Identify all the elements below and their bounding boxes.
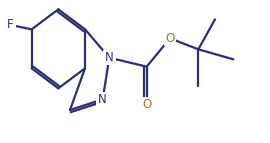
Text: N: N [104,51,114,64]
Text: F: F [7,18,15,31]
Text: O: O [165,32,175,45]
Text: N: N [98,93,108,106]
Text: N: N [105,51,114,64]
Text: N: N [98,93,107,106]
Text: O: O [142,99,152,112]
Text: O: O [142,99,151,112]
Text: O: O [165,32,175,45]
Text: F: F [7,18,14,31]
